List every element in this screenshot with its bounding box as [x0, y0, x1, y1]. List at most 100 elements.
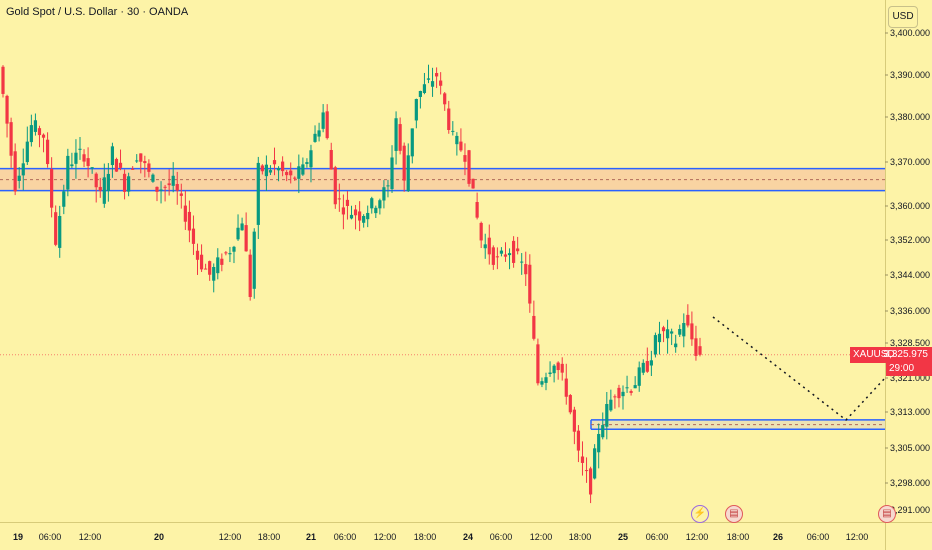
candle-body: [204, 268, 208, 270]
candle-body: [613, 396, 617, 398]
candle-body: [191, 228, 196, 244]
candle-body: [281, 161, 285, 172]
x-tick-label: 19: [13, 532, 23, 542]
candle-body: [479, 222, 483, 241]
candle-body: [572, 409, 576, 432]
candle-body: [678, 329, 682, 335]
candle-body: [293, 177, 297, 179]
candle-body: [66, 155, 70, 190]
candle-body: [94, 173, 98, 188]
y-tick-label: 3,352.000: [890, 235, 930, 245]
candle-body: [410, 128, 414, 157]
candle-body: [151, 174, 155, 182]
lightning-icon[interactable]: ⚡: [691, 505, 709, 523]
candle-body: [70, 164, 74, 167]
x-tick-label: 18:00: [258, 532, 281, 542]
candle-body: [621, 391, 625, 397]
x-tick-label: 18:00: [414, 532, 437, 542]
y-tick-label: 3,336.000: [890, 306, 930, 316]
candle-body: [544, 377, 548, 383]
candle-body: [187, 211, 192, 231]
candle-body: [58, 215, 62, 248]
candle-body: [212, 266, 216, 281]
candle-body: [329, 149, 333, 170]
candle-body: [536, 344, 540, 384]
candle-body: [576, 430, 581, 451]
candle-body: [353, 209, 358, 216]
x-tick-label: 25: [618, 532, 628, 542]
candle-body: [289, 170, 293, 176]
candle-body: [358, 211, 362, 221]
x-tick-label: 06:00: [39, 532, 62, 542]
candle-body: [584, 470, 589, 472]
candle-body: [143, 161, 147, 164]
candle-body: [475, 202, 479, 218]
candle-body: [434, 73, 439, 77]
candle-body: [110, 146, 115, 166]
candle-body: [439, 80, 443, 86]
candle-body: [74, 152, 78, 164]
candle-body: [155, 186, 159, 192]
candle-body: [228, 253, 232, 255]
candle-body: [459, 141, 463, 151]
candle-body: [45, 139, 50, 165]
candle-body: [276, 168, 281, 171]
candle-body: [422, 84, 427, 93]
us-flag-icon[interactable]: ▤: [725, 505, 743, 523]
candle-body: [690, 323, 694, 340]
candle-body: [159, 189, 163, 191]
candle-body: [362, 215, 366, 223]
price-tag-symbol: XAUUSD: [853, 349, 895, 360]
candle-body: [516, 248, 520, 252]
x-tick-label: 06:00: [807, 532, 830, 542]
candle-body: [82, 154, 86, 162]
last-price-tag: XAUUSD 3,325.975: [850, 347, 932, 363]
candle-body: [163, 186, 167, 188]
candle-body: [321, 112, 325, 129]
candle-body: [167, 183, 171, 186]
projection-path: [712, 316, 886, 422]
candle-body: [653, 335, 658, 355]
candle-body: [568, 395, 572, 413]
x-tick-label: 06:00: [334, 532, 357, 542]
candle-body: [588, 468, 593, 495]
y-tick-label: 3,380.000: [890, 112, 930, 122]
candle-body: [33, 120, 38, 132]
candle-body: [285, 172, 289, 176]
y-tick-label: 3,305.000: [890, 443, 930, 453]
bar-countdown: 29:00: [886, 362, 932, 376]
candle-body: [114, 158, 119, 172]
candle-body: [301, 164, 305, 175]
candle-body: [122, 173, 127, 192]
candle-body: [183, 205, 187, 222]
candle-body: [637, 367, 641, 386]
y-tick-label: 3,298.000: [890, 478, 930, 488]
candle-body: [256, 162, 260, 225]
candle-body: [179, 193, 183, 196]
candle-body: [503, 254, 508, 257]
candle-body: [645, 361, 649, 372]
candle-body: [625, 387, 629, 389]
candle-body: [5, 95, 9, 124]
candle-body: [694, 338, 698, 356]
candle-body: [665, 329, 670, 339]
currency-button[interactable]: USD: [888, 6, 918, 28]
candle-body: [309, 150, 313, 168]
candle-body: [495, 256, 499, 258]
candle-body: [106, 173, 110, 191]
candle-body: [54, 212, 58, 245]
candle-body: [78, 148, 82, 150]
candle-body: [528, 264, 532, 304]
x-tick-label: 21: [306, 532, 316, 542]
candle-body: [139, 153, 143, 162]
candle-body: [13, 151, 17, 192]
candle-body: [366, 212, 370, 220]
candle-body: [313, 133, 317, 142]
x-tick-label: 12:00: [846, 532, 869, 542]
candle-body: [21, 163, 25, 176]
x-tick-label: 24: [463, 532, 473, 542]
candle-body: [325, 111, 329, 139]
y-tick-label: 3,291.000: [890, 505, 930, 515]
us-flag-icon[interactable]: ▤: [878, 505, 896, 523]
